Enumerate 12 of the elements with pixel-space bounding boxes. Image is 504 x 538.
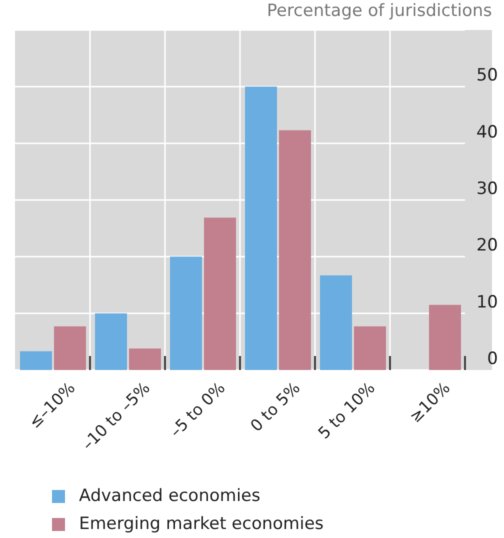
x-tick-label: –10 to –5%: [78, 378, 154, 454]
x-tick-label: 0 to 5%: [246, 378, 304, 436]
y-tick-label: 0: [487, 349, 498, 369]
y-tick-label: 30: [476, 179, 498, 199]
x-tick-label: –5 to 0%: [166, 378, 229, 442]
legend-label: Advanced economies: [79, 486, 260, 506]
y-tick-label: 40: [476, 122, 498, 142]
legend-label: Emerging market economies: [79, 514, 324, 534]
y-tick-label: 50: [476, 66, 498, 86]
y-tick-label: 20: [476, 236, 498, 256]
y-tick-label: 10: [476, 292, 498, 312]
y-axis-title: Percentage of jurisdictions: [266, 1, 492, 21]
